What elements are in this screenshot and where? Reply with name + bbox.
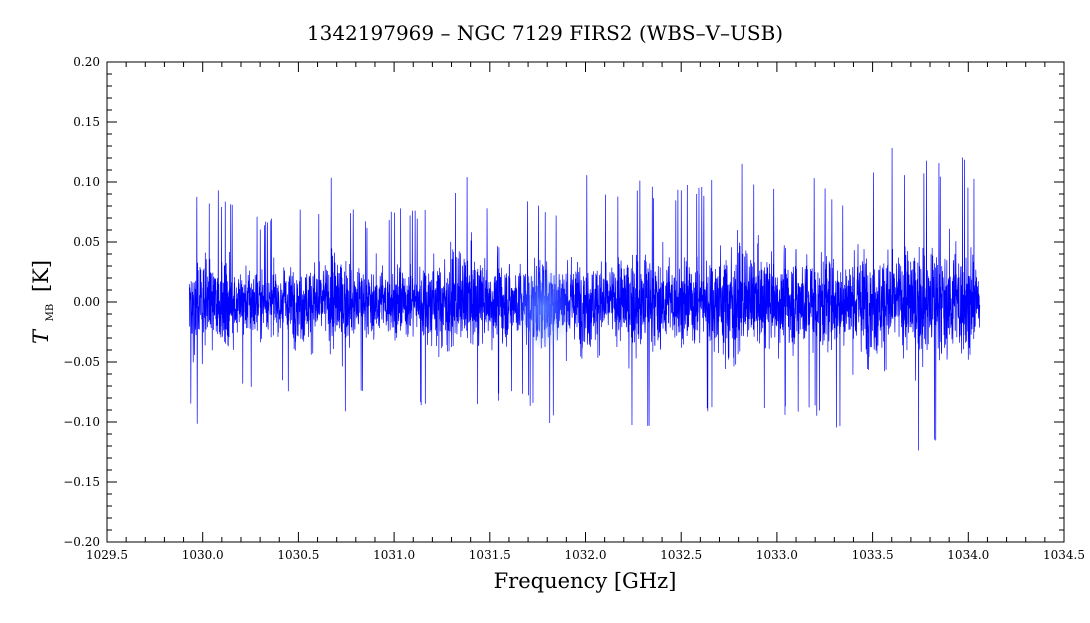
x-tick-label: 1031.0	[373, 548, 415, 562]
y-tick-label: 0.10	[73, 175, 100, 189]
x-tick-label: 1029.5	[86, 548, 128, 562]
x-tick-label: 1030.5	[277, 548, 319, 562]
y-tick-label: 0.15	[73, 115, 100, 129]
plot-area	[188, 147, 981, 451]
x-tick-label: 1034.5	[1043, 548, 1085, 562]
spectrum-line	[188, 147, 981, 451]
chart-title: 1342197969 – NGC 7129 FIRS2 (WBS–V–USB)	[307, 21, 783, 45]
y-tick-label: 0.00	[73, 295, 100, 309]
x-tick-label: 1034.0	[947, 548, 989, 562]
x-tick-label: 1033.0	[756, 548, 798, 562]
y-tick-label: 0.20	[73, 55, 100, 69]
y-axis: −0.20 −0.15 −0.10 −0.05 0.00 0.05 0.10 0.15 0.20	[63, 55, 1064, 549]
x-tick-label: 1030.0	[182, 548, 224, 562]
y-tick-label: −0.20	[63, 535, 100, 549]
y-axis-label-unit: [K]	[29, 260, 53, 292]
x-tick-label: 1031.5	[469, 548, 511, 562]
y-tick-label: −0.05	[63, 355, 100, 369]
glow-artifact	[513, 266, 574, 350]
y-tick-label: −0.10	[63, 415, 100, 429]
x-tick-label: 1032.0	[565, 548, 607, 562]
x-tick-label: 1032.5	[660, 548, 702, 562]
y-tick-label: 0.05	[73, 235, 100, 249]
y-axis-label-subscript: MB	[45, 304, 56, 322]
y-tick-label: −0.15	[63, 475, 100, 489]
y-axis-label: T MB [K]	[29, 260, 58, 344]
y-axis-label-symbol: T	[29, 328, 53, 344]
x-axis: 1029.5 1030.0 1030.5 1031.0 1031.5 1032.0 1032…	[86, 62, 1085, 562]
x-axis-label: Frequency [GHz]	[494, 569, 677, 593]
x-tick-label: 1033.5	[852, 548, 894, 562]
